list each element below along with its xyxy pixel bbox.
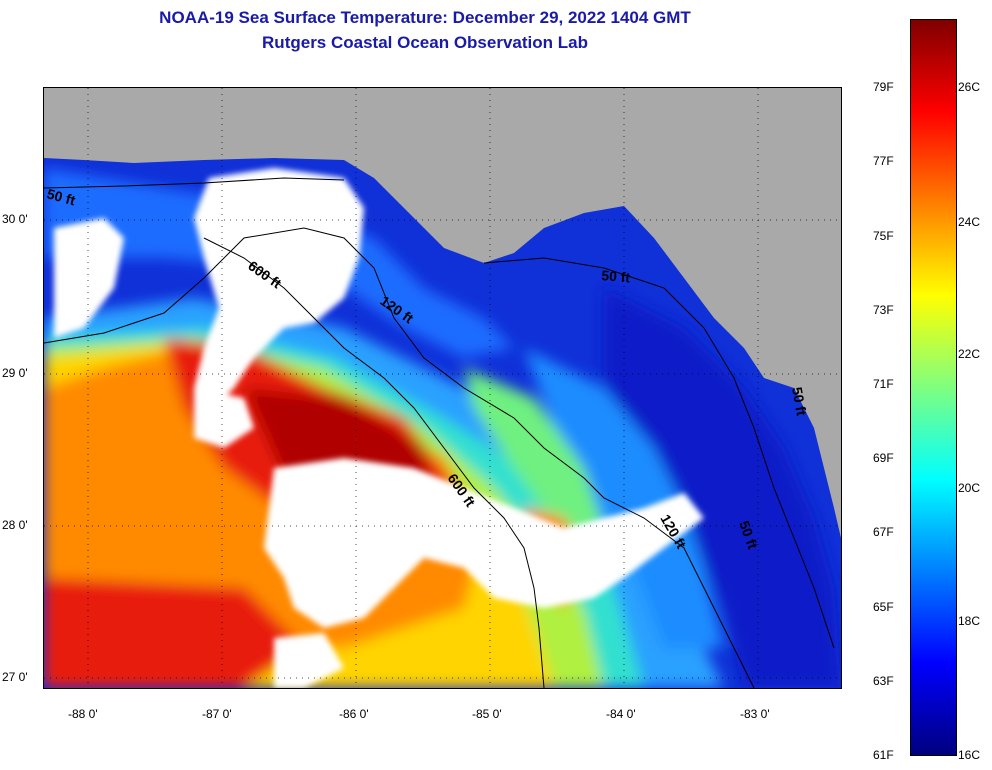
fahrenheit-label: 79F — [873, 80, 894, 94]
contour-label: 50 ft — [45, 185, 77, 208]
fahrenheit-label: 69F — [873, 451, 894, 465]
celsius-label: 18C — [958, 614, 981, 628]
lat-label: 29 0' — [2, 366, 28, 380]
lon-label: -84 0' — [606, 707, 636, 721]
fahrenheit-label: 61F — [873, 748, 894, 762]
celsius-label: 16C — [958, 748, 981, 762]
contour-label: 50 ft — [789, 386, 810, 417]
fahrenheit-label: 65F — [873, 600, 894, 614]
lat-label: 28 0' — [2, 518, 28, 532]
fahrenheit-label: 67F — [873, 525, 894, 539]
fahrenheit-label: 63F — [873, 674, 894, 688]
lon-label: -88 0' — [68, 707, 98, 721]
contour-label: 50 ft — [601, 267, 631, 285]
celsius-label: 22C — [958, 347, 981, 361]
lon-label: -87 0' — [202, 707, 232, 721]
lon-label: -86 0' — [339, 707, 369, 721]
map-subtitle: Rutgers Coastal Ocean Observation Lab — [262, 33, 588, 52]
map-title: NOAA-19 Sea Surface Temperature: Decembe… — [159, 8, 691, 27]
temperature-colorbar — [910, 19, 957, 756]
sst-map-canvas: 50 ft 600 ft 120 ft 50 ft 600 ft 120 ft … — [43, 88, 841, 689]
lat-label: 27 0' — [2, 670, 28, 684]
lat-label: 30 0' — [2, 212, 28, 226]
lon-label: -85 0' — [472, 707, 502, 721]
sst-map: 50 ft 600 ft 120 ft 50 ft 600 ft 120 ft … — [43, 87, 842, 689]
celsius-label: 20C — [958, 481, 981, 495]
fahrenheit-label: 71F — [873, 377, 894, 391]
graticule — [44, 88, 841, 688]
fahrenheit-label: 75F — [873, 229, 894, 243]
fahrenheit-label: 77F — [873, 154, 894, 168]
lon-label: -83 0' — [740, 707, 770, 721]
fahrenheit-label: 73F — [873, 303, 894, 317]
bathymetry-contours — [43, 177, 835, 689]
celsius-label: 24C — [958, 215, 981, 229]
celsius-label: 26C — [958, 80, 981, 94]
